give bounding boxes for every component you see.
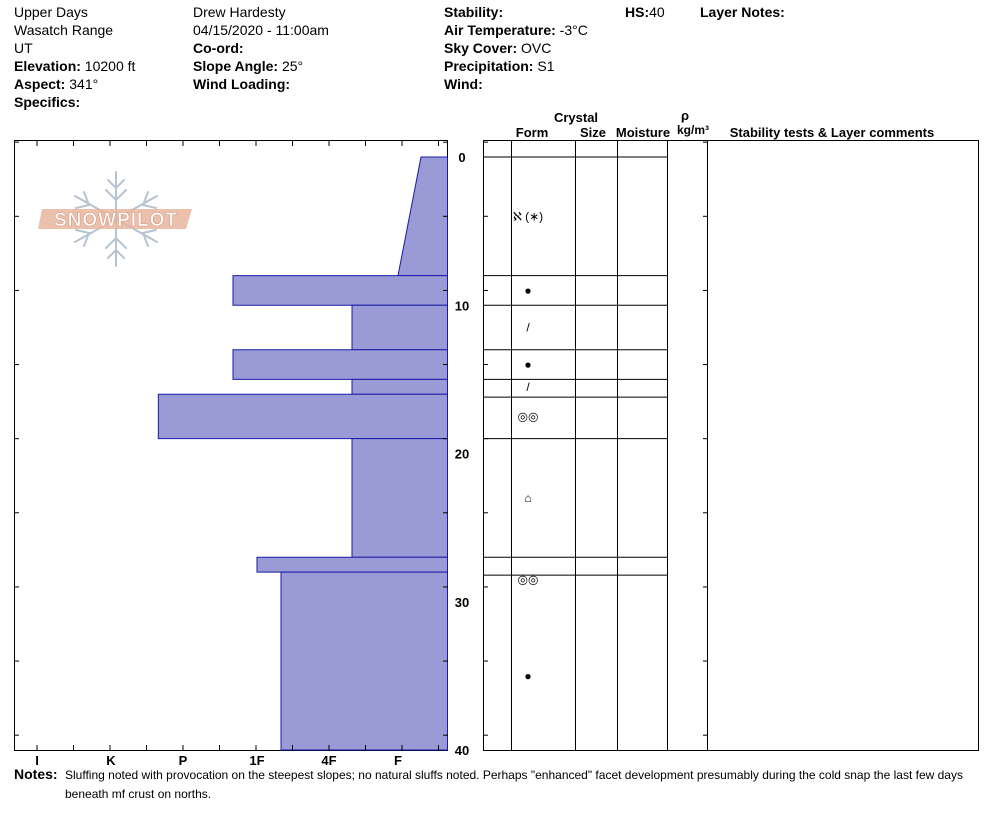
stability-label: Stability: [444,4,504,20]
crystal-form-7: ⌂ [524,491,531,505]
mountain-range: Wasatch Range [14,22,114,38]
coord-label: Co-ord: [193,40,244,56]
depth-label-40: 40 [455,743,469,758]
notes-text-line-1: Sluffing noted with provocation on the s… [65,768,963,782]
depth-label-30: 30 [455,595,469,610]
hardness-bar-3 [351,304,448,351]
aspect-label: Aspect: [14,76,66,92]
air-temp-row: Air Temperature: -3°C [444,21,588,39]
wind-label: Wind: [444,76,483,92]
hardness-bars [157,156,448,751]
notes-text-line-2: beneath mf crust on norths. [65,787,212,801]
hardness-label-K: K [106,753,116,768]
hs-label: HS: [625,4,650,20]
specifics-label: Specifics: [14,94,81,110]
layer-boundary-lines [483,156,667,576]
crystal-form-4: ● [524,358,531,372]
crystal-header: Crystal [554,110,598,125]
hardness-bar-8 [256,556,448,573]
elevation-row: Elevation: 10200 ft [14,57,135,75]
sky-label: Sky Cover: [444,40,518,56]
observation-datetime: 04/15/2020 - 11:00am [193,22,329,38]
elevation-label: Elevation: [14,58,81,74]
crystal-form-6: ◎◎ [518,409,539,423]
hardness-bar-6 [157,393,448,440]
aspect-value: 341° [69,76,99,92]
hardness-label-P: P [179,753,188,768]
sky-value: OVC [521,40,552,56]
state: UT [14,40,33,56]
air-temp-value: -3°C [559,22,588,38]
notes-label: Notes: [14,766,58,782]
moisture-header: Moisture [616,125,670,140]
crystal-form-9: ● [524,669,531,683]
depth-label-20: 20 [455,447,469,462]
crystal-form-1: ℵ (∗) [513,209,543,223]
hardness-bar-7 [351,438,448,558]
hardness-bar-2 [232,275,448,306]
crystal-form-symbols: ℵ (∗) ● / ● / ◎◎ ⌂ ◎◎ ● [513,209,543,683]
aspect-row: Aspect: 341° [14,75,98,93]
hardness-label-I: I [35,753,39,768]
sky-row: Sky Cover: OVC [444,39,551,57]
precip-row: Precipitation: S1 [444,57,554,75]
precip-value: S1 [537,58,555,74]
form-header: Form [516,125,549,140]
hardness-label-1F: 1F [249,753,264,768]
elevation-value: 10200 ft [84,58,136,74]
crystal-form-2: ● [524,283,531,297]
hardness-label-4F: 4F [321,753,336,768]
snowpilot-logo: SNOWPILOT [38,171,192,267]
size-header: Size [580,125,606,140]
hardness-bar-5 [351,378,448,395]
depth-axis-labels: 0 10 20 30 40 [455,150,469,758]
depth-label-0: 0 [458,150,465,165]
depth-label-10: 10 [455,298,469,313]
crystal-form-8: ◎◎ [518,573,539,587]
logo-text: SNOWPILOT [54,210,178,231]
density-unit-header: kg/m³ [677,123,709,137]
hardness-label-F: F [394,753,402,768]
air-temp-label: Air Temperature: [444,22,556,38]
hardness-bar-1 [397,156,448,277]
density-rho-header: ρ [681,108,689,123]
layer-table-frame [483,140,979,751]
hardness-axis-labels: I K P 1F 4F F [35,753,402,768]
hardness-bar-4 [232,349,448,380]
crystal-form-5: / [526,380,530,394]
precip-label: Precipitation: [444,58,534,74]
hardness-bar-9 [280,571,448,751]
location-name: Upper Days [14,4,88,20]
layer-notes-label: Layer Notes: [700,4,785,20]
layer-table-columns [511,140,708,751]
slope-label: Slope Angle: [193,58,279,74]
wind-loading-label: Wind Loading: [193,76,291,92]
crystal-form-3: / [526,320,530,334]
slope-row: Slope Angle: 25° [193,57,303,75]
observer-name: Drew Hardesty [193,4,286,20]
stability-header: Stability tests & Layer comments [730,125,934,140]
hs-row: HS:40 [625,3,665,21]
hs-value: 40 [649,4,665,20]
slope-value: 25° [281,58,304,74]
